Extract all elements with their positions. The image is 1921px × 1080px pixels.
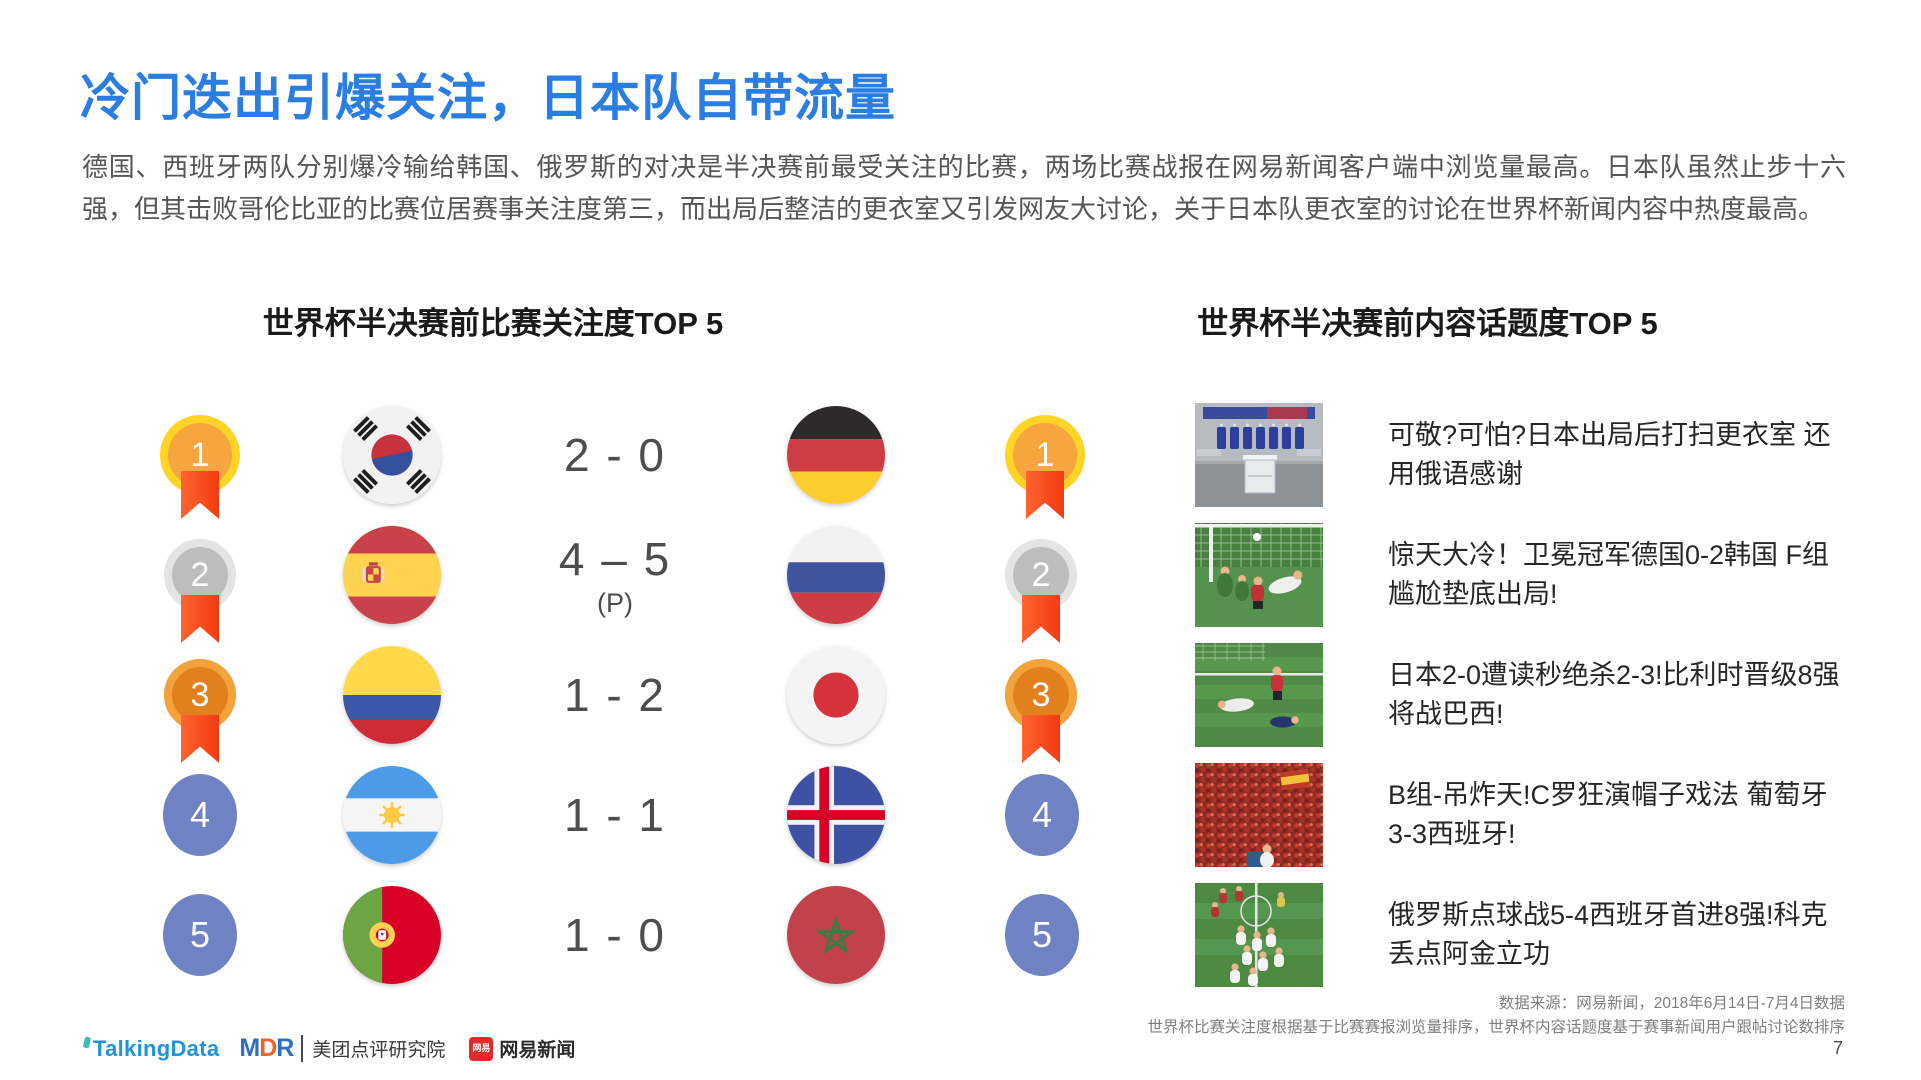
news-thumbnail-russia-celebration bbox=[1195, 883, 1323, 987]
meituan-research-label: 美团点评研究院 bbox=[301, 1035, 445, 1062]
match-score: 1 - 0 bbox=[563, 909, 667, 961]
score-cell: 2 - 0 bbox=[564, 428, 666, 482]
news-headline: 可敬?可怕?日本出局后打扫更衣室 还用俄语感谢 bbox=[1388, 419, 1831, 489]
news-headline: 日本2-0遭读秒绝杀2-3!比利时晋级8强将战巴西! bbox=[1388, 659, 1840, 729]
score-cell: 1 - 1 bbox=[564, 788, 666, 842]
rank-4-badge: 4 bbox=[1005, 774, 1079, 856]
right-panel-heading: 世界杯半决赛前内容话题度TOP 5 bbox=[1197, 306, 1658, 341]
match-score: 1 - 1 bbox=[563, 789, 667, 841]
match-score: 1 - 2 bbox=[563, 669, 667, 721]
match-row-4: 4 bbox=[80, 755, 906, 875]
rank-1-gold-medal-icon: 1 bbox=[160, 415, 240, 495]
flag-south-korea-icon bbox=[343, 406, 441, 504]
flag-colombia-icon bbox=[343, 646, 441, 744]
content-topic-panel: 世界杯半决赛前内容话题度TOP 5 1 bbox=[1005, 298, 1850, 995]
news-thumbnail-red-crowd bbox=[1195, 763, 1323, 867]
rank-2-silver-medal-icon: 2 bbox=[164, 539, 236, 611]
match-rows: 1 bbox=[80, 395, 906, 995]
rank-5-badge: 5 bbox=[1005, 894, 1079, 976]
netease-news-label: 网易新闻 bbox=[499, 1040, 576, 1061]
news-row-2: 2 bbox=[1005, 515, 1850, 635]
score-cell: 1 - 0 bbox=[564, 908, 666, 962]
flag-japan-icon bbox=[787, 646, 885, 744]
footer-logos: TalkingData MDR 美团点评研究院 网易 网易新闻 bbox=[82, 1034, 575, 1063]
flag-argentina-icon bbox=[343, 766, 441, 864]
rank-number: 1 bbox=[190, 435, 210, 474]
page-title: 冷门迭出引爆关注，日本队自带流量 bbox=[80, 70, 896, 126]
news-row-4: 4 bbox=[1005, 755, 1850, 875]
left-panel-heading: 世界杯半决赛前比赛关注度TOP 5 bbox=[262, 306, 724, 341]
source-line-1: 数据来源：网易新闻，2018年6月14日-7月4日数据 bbox=[1498, 995, 1845, 1012]
rank-3-bronze-medal-icon: 3 bbox=[164, 659, 236, 731]
score-cell: 1 - 2 bbox=[564, 668, 666, 722]
rank-number: 3 bbox=[1031, 675, 1051, 714]
rank-number: 5 bbox=[1031, 914, 1053, 955]
match-attention-panel: 世界杯半决赛前比赛关注度TOP 5 1 bbox=[80, 298, 906, 995]
mdr-logo: MDR bbox=[239, 1034, 294, 1062]
flag-morocco-icon bbox=[787, 886, 885, 984]
penalty-note: (P) bbox=[597, 587, 633, 618]
score-cell: 4 – 5 (P) bbox=[559, 532, 671, 619]
match-row-1: 1 bbox=[80, 395, 906, 515]
flag-germany-icon bbox=[787, 406, 885, 504]
rank-number: 5 bbox=[189, 914, 211, 955]
news-row-5: 5 bbox=[1005, 875, 1850, 995]
talkingdata-logo: TalkingData bbox=[82, 1035, 220, 1062]
rank-number: 3 bbox=[190, 675, 210, 714]
news-headline: 俄罗斯点球战5-4西班牙首进8强!科克丢点阿金立功 bbox=[1388, 899, 1828, 969]
news-thumbnail-japan-belgium bbox=[1195, 643, 1323, 747]
data-source-note: 数据来源：网易新闻，2018年6月14日-7月4日数据 世界杯比赛关注度根据基于… bbox=[1147, 992, 1845, 1040]
rank-number: 1 bbox=[1035, 435, 1055, 474]
news-rows: 1 bbox=[1005, 395, 1850, 995]
flag-spain-icon bbox=[343, 526, 441, 624]
match-row-5: 5 1 - 0 bbox=[80, 875, 906, 995]
rank-3-bronze-medal-icon: 3 bbox=[1005, 659, 1077, 731]
rank-number: 4 bbox=[1031, 794, 1053, 835]
page-number: 7 bbox=[1832, 1038, 1843, 1058]
news-thumbnail-locker-room bbox=[1195, 403, 1323, 507]
rank-number: 4 bbox=[189, 794, 211, 835]
match-row-2: 2 bbox=[80, 515, 906, 635]
news-headline: B组-吊炸天!C罗狂演帽子戏法 葡萄牙3-3西班牙! bbox=[1388, 779, 1828, 849]
rank-2-silver-medal-icon: 2 bbox=[1005, 539, 1077, 611]
rank-1-gold-medal-icon: 1 bbox=[1005, 415, 1085, 495]
intro-paragraph: 德国、西班牙两队分别爆冷输给韩国、俄罗斯的对决是半决赛前最受关注的比赛，两场比赛… bbox=[82, 152, 1846, 225]
talkingdata-tick-icon bbox=[82, 1035, 92, 1049]
news-row-1: 1 bbox=[1005, 395, 1850, 515]
rank-4-badge: 4 bbox=[163, 774, 237, 856]
netease-news-logo: 网易 网易新闻 bbox=[469, 1035, 575, 1062]
match-score: 4 – 5 bbox=[558, 532, 672, 585]
news-thumbnail-germany-korea-goal bbox=[1195, 523, 1323, 627]
rank-5-badge: 5 bbox=[163, 894, 237, 976]
news-row-3: 3 bbox=[1005, 635, 1850, 755]
netease-app-icon: 网易 bbox=[469, 1036, 494, 1061]
news-headline: 惊天大冷！卫冕冠军德国0-2韩国 F组尴尬垫底出局! bbox=[1388, 539, 1830, 609]
flag-russia-icon bbox=[787, 526, 885, 624]
rank-number: 2 bbox=[190, 555, 210, 594]
flag-iceland-icon bbox=[787, 766, 885, 864]
match-score: 2 - 0 bbox=[563, 429, 667, 481]
flag-portugal-icon bbox=[343, 886, 441, 984]
source-line-2: 世界杯比赛关注度根据基于比赛赛报浏览量排序，世界杯内容话题度基于赛事新闻用户跟帖… bbox=[1147, 1019, 1845, 1037]
match-row-3: 3 1 - 2 bbox=[80, 635, 906, 755]
rank-number: 2 bbox=[1031, 555, 1051, 594]
talkingdata-wordmark: TalkingData bbox=[93, 1035, 220, 1061]
